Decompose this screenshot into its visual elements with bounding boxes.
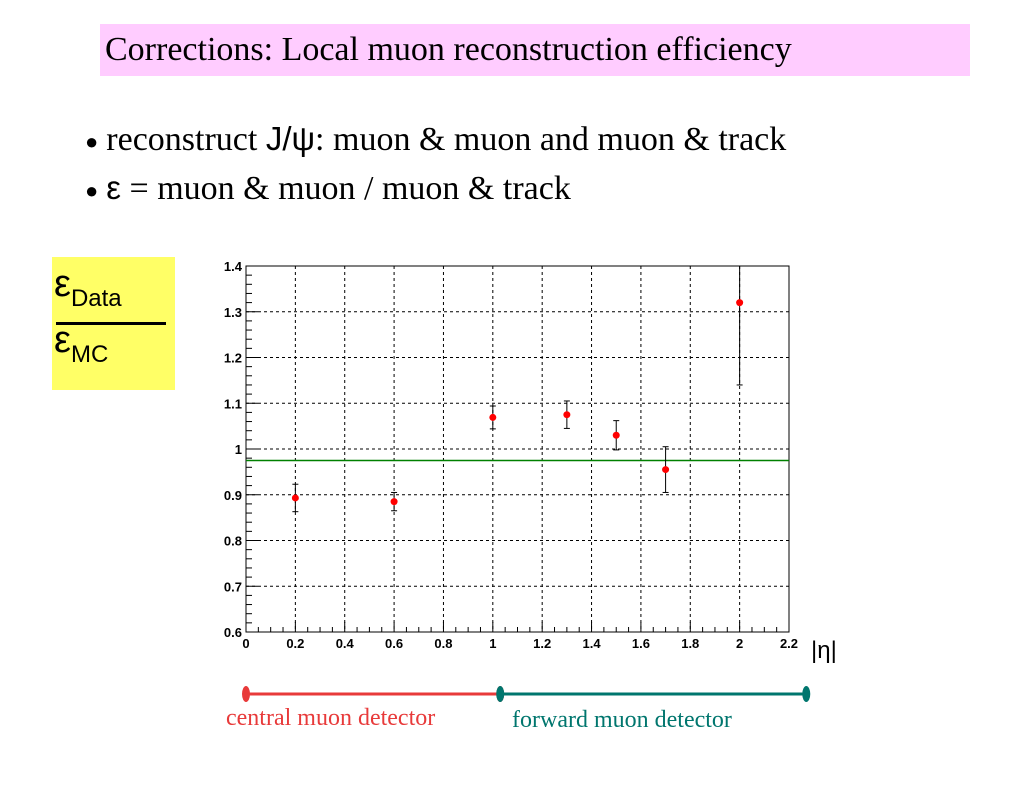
x-tick-label: 0.8 <box>434 636 452 651</box>
efficiency-ratio-label: εData εMC <box>52 257 175 390</box>
bullet-symbol: ε <box>106 169 122 207</box>
range-end-cap <box>242 686 250 702</box>
x-tick-label: 2 <box>736 636 743 651</box>
y-tick-label: 1 <box>235 442 242 457</box>
data-marker <box>390 498 398 506</box>
x-tick-label: 0.4 <box>336 636 355 651</box>
x-tick-label: 1.8 <box>681 636 699 651</box>
y-tick-label: 1.4 <box>224 259 243 274</box>
y-tick-label: 0.6 <box>224 625 242 640</box>
data-point <box>291 483 299 513</box>
y-tick-label: 0.8 <box>224 534 242 549</box>
data-marker <box>736 299 744 307</box>
x-axis-title: |η| <box>811 637 837 664</box>
detector-region: central muon detector <box>226 686 505 731</box>
bullet-prefix: reconstruct <box>106 121 266 158</box>
data-point <box>390 491 398 512</box>
numerator-subscript: Data <box>70 285 122 312</box>
slide-title: Corrections: Local muon reconstruction e… <box>100 24 970 76</box>
x-tick-label: 0 <box>242 636 249 651</box>
bullet-text: = muon & muon / muon & track <box>121 170 571 208</box>
y-tick-label: 1.3 <box>224 305 242 320</box>
range-end-cap <box>802 686 811 702</box>
x-tick-label: 1.4 <box>583 636 602 651</box>
x-tick-label: 1.2 <box>533 636 551 651</box>
data-point <box>612 420 620 451</box>
ratio-numerator: εData <box>54 263 122 313</box>
y-tick-label: 0.9 <box>224 488 242 503</box>
data-marker <box>662 466 670 474</box>
y-tick-label: 1.1 <box>224 396 242 411</box>
data-point <box>563 400 571 429</box>
bullet-dot-icon: ● <box>85 178 99 204</box>
y-tick-label: 0.7 <box>224 579 242 594</box>
ratio-denominator: εMC <box>54 319 108 369</box>
data-point <box>662 446 670 493</box>
epsilon-symbol: ε <box>54 319 71 361</box>
data-marker <box>563 411 571 419</box>
x-tick-label: 0.2 <box>286 636 304 651</box>
detector-label: forward muon detector <box>512 707 732 733</box>
data-marker <box>291 494 299 502</box>
x-tick-label: 0.6 <box>385 636 403 651</box>
data-point <box>489 405 497 430</box>
bullet-item: ● reconstruct J/ψ: muon & muon and muon &… <box>85 116 786 165</box>
fraction-bar <box>56 322 166 325</box>
data-marker <box>612 431 620 439</box>
data-point <box>736 266 744 386</box>
y-tick-label: 1.2 <box>224 351 242 366</box>
bullet-symbol: J/ψ <box>265 120 316 157</box>
data-marker <box>489 413 497 421</box>
x-tick-label: 2.2 <box>780 636 798 651</box>
detector-region: forward muon detector <box>496 686 811 733</box>
x-tick-label: 1.6 <box>632 636 650 651</box>
range-end-cap <box>496 686 505 702</box>
bullet-item: ● ε = muon & muon / muon & track <box>85 165 786 214</box>
bullet-dot-icon: ● <box>85 129 99 155</box>
epsilon-symbol: ε <box>54 263 71 305</box>
bullet-text: : muon & muon and muon & track <box>315 121 787 158</box>
x-tick-label: 1 <box>489 636 496 651</box>
denominator-subscript: MC <box>70 341 109 368</box>
detector-label: central muon detector <box>226 705 435 731</box>
bullet-list: ● reconstruct J/ψ: muon & muon and muon &… <box>85 116 786 214</box>
